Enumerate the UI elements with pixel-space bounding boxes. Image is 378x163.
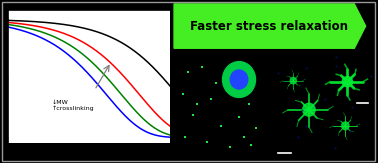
Text: ↓MW
↑crosslinking: ↓MW ↑crosslinking xyxy=(52,100,94,111)
Circle shape xyxy=(290,77,296,84)
Text: Faster stress relaxation: Faster stress relaxation xyxy=(190,20,348,33)
Circle shape xyxy=(342,122,349,130)
Title: alginate hydrogels:: alginate hydrogels: xyxy=(45,0,132,9)
Circle shape xyxy=(230,70,248,89)
FancyArrow shape xyxy=(174,4,366,48)
Circle shape xyxy=(303,103,315,116)
Circle shape xyxy=(342,77,353,87)
X-axis label: Time (sec): Time (sec) xyxy=(69,154,109,163)
Circle shape xyxy=(223,62,256,97)
